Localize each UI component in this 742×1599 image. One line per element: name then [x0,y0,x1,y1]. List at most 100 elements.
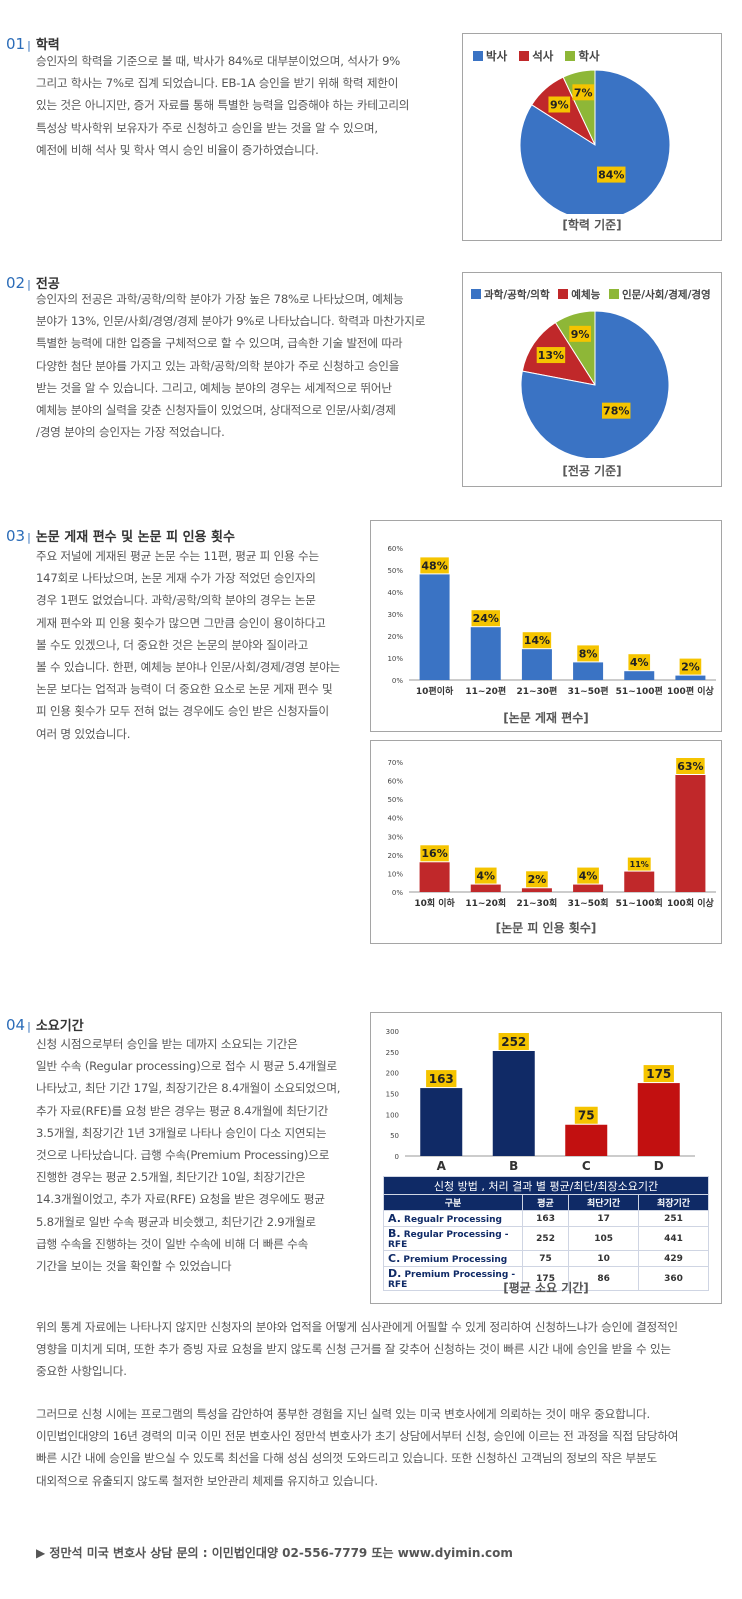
bar [624,671,655,680]
bar [637,1083,680,1156]
data-label-bg [601,402,631,419]
y-tick-label: 20% [387,852,403,860]
data-label-bg [577,645,599,662]
section-number: 04 [6,1016,26,1034]
text-line: 볼 수도 있겠으나, 더 중요한 것은 논문의 분야와 질이라고 [36,637,309,652]
text-line: 그러므로 신청 시에는 프로그램의 특성을 감안하여 풍부한 경험을 지닌 실력… [36,1407,650,1421]
text-line: 영향을 미치게 되며, 또한 추가 증빙 자료 요청을 받지 않도록 신청 근거… [36,1342,671,1357]
legend-item: 박사 [473,49,507,63]
x-tick-label: B [509,1159,518,1173]
text-line: 그리고 학사는 7%로 집계 되었습니다. EB-1A 승인을 받기 위해 학력… [36,76,399,91]
legend-label: 학사 [578,49,600,63]
bar [470,884,501,892]
table-cell: 75 [521,1250,570,1267]
bar [675,675,706,680]
data-label-bg [471,610,500,627]
table-cell: 163 [521,1210,570,1227]
legend-swatch-icon [473,51,483,61]
data-label: 2% [528,873,547,886]
table-cell: 175 [521,1266,570,1291]
data-label: 13% [538,349,564,362]
text-line: 일반 수속 (Regular processing)으로 접수 시 평균 5.4… [36,1059,337,1074]
x-tick-label: 100회 이상 [667,897,714,909]
data-label: 9% [571,328,590,341]
bar [420,1088,463,1156]
section-title: 학력 [35,38,60,53]
y-tick-label: 0 [395,1153,399,1161]
papers-bar-chart: 0% 10% 20% 30% 40% 50% 60% 48% 10편이하 24% 11~20편 14%… [370,520,722,732]
bar [573,884,604,892]
section-pipe-icon: | [27,531,31,544]
data-label-bg [574,1106,598,1124]
table-cell: C. Premium Processing [383,1250,523,1267]
x-tick-label: 11~20회 [465,897,506,909]
y-tick-label: 150 [386,1091,399,1099]
legend-swatch-icon [558,289,569,299]
data-label-bg [628,654,651,671]
data-label: 4% [630,656,649,669]
table-title: 신청 방법 , 처리 결과 별 평균/최단/최장소요기간 [383,1176,709,1195]
y-tick-label: 50% [387,796,403,804]
education-pie-chart: 박사 석사 학사 7% 9% 84% [학력 기준] [462,33,722,241]
data-label-bg [597,166,626,183]
text-line: 나타났고, 최단 기간 17일, 최장기간은 8.4개월이 소요되었으며, [36,1081,341,1096]
text-line: 신청 시점으로부터 승인을 받는 데까지 소요되는 기간은 [36,1037,298,1051]
legend-label: 예체능 [571,289,601,301]
section-03-text: 주요 저널에 게재된 평균 논문 수는 11편, 평균 피 인용 수는 147회… [36,545,340,745]
x-tick-label: C [582,1159,591,1173]
contact-line[interactable]: ▶ 정만석 미국 변호사 상담 문의 : 이민법인대양 02-556-7779 … [36,1546,513,1560]
x-tick-label: 31~50편 [568,685,609,697]
x-tick-label: 21~30회 [516,897,557,909]
data-label: 75 [578,1109,595,1123]
legend-item: 학사 [565,49,600,63]
table-cell: A. Regualr Processing [383,1210,523,1227]
section-02-heading: 02 | 전공 [6,273,60,292]
y-tick-label: 40% [387,815,403,823]
citations-bar-chart: 0% 10% 20% 30% 40% 50% 60% 70% 16% 10회 이하 4% 11~20회… [370,740,722,944]
legend-label: 박사 [486,49,508,63]
pie-svg: 9% 13% 78% [520,310,670,458]
y-tick-label: 0% [392,677,403,685]
x-tick-label: 51~100편 [616,685,663,697]
data-label: 9% [550,98,569,111]
legend-item: 예체능 [558,289,600,301]
data-label: 4% [579,870,598,883]
text-line: 피 인용 횟수가 모두 전혀 없는 경우에도 승인 받은 신청자들이 [36,704,330,719]
text-line: 추가 자료(RFE)를 요청 받은 경우는 평균 8.4개월에 최단기간 [36,1103,329,1118]
text-line: 경우 1편도 없었습니다. 과학/공학/의학 분야의 경우는 논문 [36,593,316,608]
legend-label: 과학/공학/의학 [484,289,550,301]
table-cell: 86 [568,1266,640,1291]
legend-swatch-icon [565,51,576,61]
legend-item: 과학/공학/의학 [471,289,550,301]
bar [470,627,501,680]
data-label: 16% [421,847,447,860]
text-line: 5.8개월로 일반 수속 평균과 비슷했고, 최단기간 2.9개월로 [36,1214,316,1229]
text-line: 대외적으로 유출되지 않도록 철저한 보안관리 체제를 유지하고 있습니다. [36,1473,378,1488]
legend-item: 인문/사회/경제/경영 [608,289,711,301]
data-label: 252 [501,1035,526,1049]
data-label: 8% [579,647,598,660]
y-tick-label: 0% [392,889,403,897]
legend-swatch-icon [608,289,619,299]
text-line: 급행 수속을 진행하는 것이 일반 수속에 비해 더 빠른 수속 [36,1236,309,1251]
y-tick-label: 40% [387,589,403,597]
text-line: 여러 명 있었습니다. [36,726,131,741]
text-line: 주요 저널에 게재된 평균 논문 수는 11편, 평균 피 인용 수는 [36,549,319,563]
table-header-row: 구분 평균 최단기간 최장기간 [383,1194,709,1211]
bar [675,775,706,892]
data-label: 2% [681,661,700,674]
data-label: 14% [524,634,550,647]
y-tick-label: 20% [387,633,403,641]
section-title: 전공 [35,277,60,292]
table-header: 최단기간 [568,1194,640,1211]
major-pie-chart: 과학/공학/의학 예체능 인문/사회/경제/경영 9% 13% 78% [전공 기준… [462,272,722,487]
legend-label: 인문/사회/경제/경영 [621,289,711,301]
text-line: 승인자의 전공은 과학/공학/의학 분야가 가장 높은 78%로 나타났으며, … [36,292,404,306]
text-line: 볼 수 있습니다. 한편, 예체능 분야나 인문/사회/경제/경영 분야는 [36,660,341,675]
data-label-bg [536,347,566,364]
data-label: 11% [630,860,649,869]
x-tick-label: 11~20편 [465,685,506,697]
bar [492,1051,535,1156]
pie-slice [520,310,670,458]
pie-svg: 7% 9% 84% [519,69,671,214]
